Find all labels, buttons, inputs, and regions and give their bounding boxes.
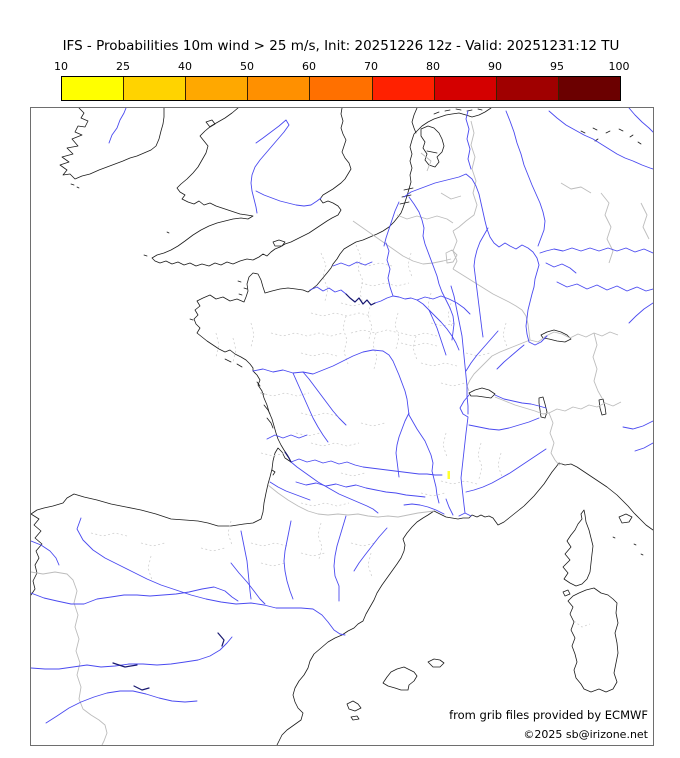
department-borders xyxy=(90,244,591,628)
country-borders xyxy=(31,120,650,745)
legend-bar xyxy=(61,76,621,101)
legend-tick-label: 60 xyxy=(302,60,316,73)
map-canvas xyxy=(30,107,654,746)
legend-tick-label: 100 xyxy=(608,60,630,73)
legend-segment xyxy=(495,77,558,100)
legend-segment xyxy=(433,77,496,100)
legend-segment xyxy=(371,77,434,100)
legend-tick-label: 10 xyxy=(54,60,68,73)
legend-tick-label: 25 xyxy=(116,60,130,73)
legend-segment xyxy=(185,77,248,100)
legend-segment xyxy=(247,77,310,100)
attribution-copyright: ©2025 sb@irizone.net xyxy=(523,728,648,741)
legend-tick-label: 40 xyxy=(178,60,192,73)
legend-segment xyxy=(309,77,372,100)
legend-tick-label: 70 xyxy=(364,60,378,73)
legend-tick-label: 90 xyxy=(488,60,502,73)
coastlines xyxy=(31,108,653,745)
legend-segment xyxy=(123,77,186,100)
legend-segment xyxy=(62,77,124,100)
legend-ticks: 10 25 40 50 60 70 80 90 95 100 xyxy=(0,60,680,74)
legend-tick-label: 80 xyxy=(426,60,440,73)
legend-tick-label: 95 xyxy=(550,60,564,73)
rivers xyxy=(31,108,653,724)
legend-tick-label: 50 xyxy=(240,60,254,73)
legend-segment xyxy=(557,77,620,100)
attribution-source: from grib files provided by ECMWF xyxy=(449,708,648,722)
probability-contour xyxy=(447,471,450,479)
page-title: IFS - Probabilities 10m wind > 25 m/s, I… xyxy=(62,38,620,54)
